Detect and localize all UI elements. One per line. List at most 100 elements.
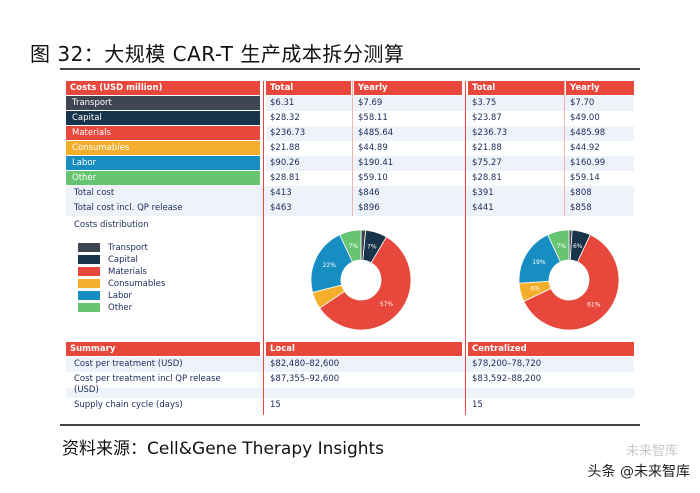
legend-swatch bbox=[78, 267, 100, 276]
donut-slice-label: 7% bbox=[557, 243, 567, 250]
summary-label-cost-per-treatment: Cost per treatment (USD) bbox=[74, 359, 183, 369]
summary-central-value: $83,592–88,200 bbox=[472, 374, 542, 384]
header-central-total: Total bbox=[468, 81, 564, 95]
row-label-other: Other bbox=[66, 171, 260, 185]
summary-local-value: $82,480–82,600 bbox=[270, 359, 340, 369]
cell-local-total: $413 bbox=[270, 188, 292, 198]
row-bg bbox=[66, 201, 634, 216]
donut-slice-label: 6% bbox=[573, 243, 583, 250]
cell-local-total: $90.26 bbox=[270, 158, 300, 168]
cell-central-total: $28.81 bbox=[472, 173, 502, 183]
summary-header: Summary bbox=[66, 342, 260, 356]
watermark-brand: 头条 @未来智库 bbox=[587, 464, 690, 480]
row-bg bbox=[266, 96, 634, 111]
cell-local-total: $6.31 bbox=[270, 98, 295, 108]
cell-local-total: $28.32 bbox=[270, 113, 300, 123]
cost-table: Costs (USD million) Total Yearly Total Y… bbox=[66, 78, 634, 416]
row-bg bbox=[66, 357, 634, 372]
row-label-total-cost-qp: Total cost incl. QP release bbox=[74, 203, 183, 213]
cell-local-total: $236.73 bbox=[270, 128, 306, 138]
cell-central-total: $236.73 bbox=[472, 128, 508, 138]
donut-slice-label: 7% bbox=[367, 244, 377, 251]
donut-slice-materials bbox=[319, 236, 412, 331]
cell-local-yearly: $58.11 bbox=[358, 113, 388, 123]
donut-slice-label: 6% bbox=[530, 286, 540, 293]
column-divider bbox=[352, 81, 353, 216]
legend-swatch bbox=[78, 279, 100, 288]
row-label-capital: Capital bbox=[66, 111, 260, 125]
donut-slice-label: 19% bbox=[532, 259, 546, 266]
cell-central-yearly: $44.92 bbox=[570, 143, 600, 153]
cell-central-yearly: $49.00 bbox=[570, 113, 600, 123]
row-label-materials: Materials bbox=[66, 126, 260, 140]
cell-central-yearly: $808 bbox=[570, 188, 592, 198]
donut-slice-materials bbox=[523, 234, 620, 331]
legend-swatch bbox=[78, 303, 100, 312]
summary-label-cost-qp-line1: Cost per treatment incl QP release bbox=[74, 374, 221, 384]
watermark-faint: 未来智库 bbox=[625, 444, 678, 459]
legend-swatch bbox=[78, 255, 100, 264]
legend-swatch bbox=[78, 291, 100, 300]
legend-item-materials: Materials bbox=[78, 267, 147, 278]
column-divider bbox=[263, 81, 264, 415]
cell-central-yearly: $858 bbox=[570, 203, 592, 213]
summary-header-centralized: Centralized bbox=[468, 342, 634, 356]
row-bg bbox=[266, 126, 634, 141]
figure-title: 图 32：大规模 CAR-T 生产成本拆分测算 bbox=[30, 42, 405, 66]
cell-central-total: $75.27 bbox=[472, 158, 502, 168]
cell-central-total: $23.87 bbox=[472, 113, 502, 123]
header-costs-label: Costs (USD million) bbox=[66, 81, 260, 95]
summary-central-value: 15 bbox=[472, 400, 483, 410]
header-central-yearly: Yearly bbox=[566, 81, 634, 95]
cell-local-yearly: $44.89 bbox=[358, 143, 388, 153]
column-divider bbox=[465, 81, 466, 415]
summary-label-cost-qp-line2: (USD) bbox=[74, 385, 99, 395]
row-label-labor: Labor bbox=[66, 156, 260, 170]
cell-central-yearly: $160.99 bbox=[570, 158, 606, 168]
cell-central-total: $391 bbox=[472, 188, 494, 198]
cell-local-yearly: $7.69 bbox=[358, 98, 383, 108]
cell-local-yearly: $846 bbox=[358, 188, 380, 198]
column-divider bbox=[564, 81, 565, 216]
cell-central-yearly: $485.98 bbox=[570, 128, 606, 138]
legend-item-labor: Labor bbox=[78, 291, 132, 302]
source-divider bbox=[60, 424, 640, 426]
cell-local-total: $21.88 bbox=[270, 143, 300, 153]
row-bg bbox=[66, 186, 634, 201]
summary-label-supply-chain: Supply chain cycle (days) bbox=[74, 400, 183, 410]
summary-local-value: 15 bbox=[270, 400, 281, 410]
cell-local-yearly: $485.64 bbox=[358, 128, 394, 138]
cell-local-total: $463 bbox=[270, 203, 292, 213]
row-label-transport: Transport bbox=[66, 96, 260, 110]
legend-item-transport: Transport bbox=[78, 243, 148, 254]
cell-local-yearly: $896 bbox=[358, 203, 380, 213]
cell-central-total: $21.88 bbox=[472, 143, 502, 153]
donut-chart-centralized: 6% 61% 6% 19% 7% bbox=[518, 229, 620, 331]
cell-local-yearly: $59.10 bbox=[358, 173, 388, 183]
donut-slice-other bbox=[547, 229, 570, 263]
donut-slice-other bbox=[339, 229, 362, 263]
donut-slice-label: 57% bbox=[380, 301, 394, 308]
donut-slice-label: 22% bbox=[323, 262, 337, 269]
legend-item-consumables: Consumables bbox=[78, 279, 165, 290]
donut-chart-local: 7% 57% 22% 7% bbox=[310, 229, 412, 331]
legend-swatch bbox=[78, 243, 100, 252]
row-label-consumables: Consumables bbox=[66, 141, 260, 155]
donut-slice-label: 61% bbox=[587, 302, 601, 309]
row-bg bbox=[66, 388, 634, 398]
cell-central-yearly: $7.70 bbox=[570, 98, 595, 108]
cell-central-total: $441 bbox=[472, 203, 494, 213]
source-note: 资料来源：Cell&Gene Therapy Insights bbox=[62, 439, 385, 459]
cell-central-total: $3.75 bbox=[472, 98, 497, 108]
header-local-yearly: Yearly bbox=[354, 81, 462, 95]
summary-central-value: $78,200–78,720 bbox=[472, 359, 542, 369]
title-divider bbox=[60, 68, 640, 70]
legend-item-other: Other bbox=[78, 303, 132, 314]
cell-central-yearly: $59.14 bbox=[570, 173, 600, 183]
summary-local-value: $87,355–92,600 bbox=[270, 374, 340, 384]
header-local-total: Total bbox=[266, 81, 351, 95]
row-label-total-cost: Total cost bbox=[74, 188, 115, 198]
summary-header-local: Local bbox=[266, 342, 462, 356]
cell-local-total: $28.81 bbox=[270, 173, 300, 183]
legend-item-capital: Capital bbox=[78, 255, 138, 266]
